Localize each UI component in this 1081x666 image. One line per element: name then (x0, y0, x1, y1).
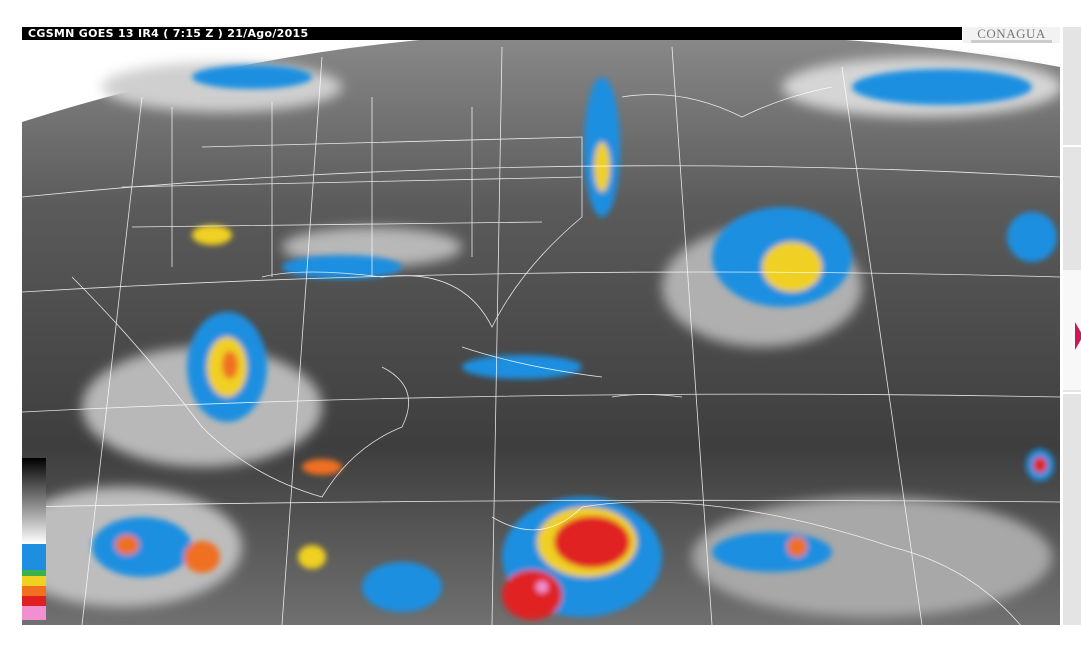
logo-text: CONAGUA (977, 26, 1046, 41)
legend-orange (22, 586, 46, 596)
legend-yellow (22, 576, 46, 586)
image-title: CGSMN GOES 13 IR4 ( 7:15 Z ) 21/Ago/2015 (22, 27, 962, 40)
legend-pink (22, 606, 46, 620)
panel-divider (1063, 392, 1081, 394)
earth-disk (22, 31, 1060, 625)
panel-divider (1063, 145, 1081, 147)
panel-active-slot (1063, 270, 1081, 390)
legend-green (22, 570, 46, 576)
side-panel (1063, 27, 1081, 625)
color-scale-legend (22, 458, 46, 620)
cold-cloud-tops (92, 65, 1057, 620)
legend-grayscale (22, 458, 46, 544)
conagua-logo: CONAGUA (963, 27, 1060, 43)
satellite-map (22, 31, 1060, 625)
legend-blue (22, 544, 46, 570)
next-arrow-icon[interactable] (1075, 322, 1081, 350)
map-boundaries (22, 46, 1060, 625)
legend-red (22, 596, 46, 606)
satellite-image (22, 27, 1060, 625)
